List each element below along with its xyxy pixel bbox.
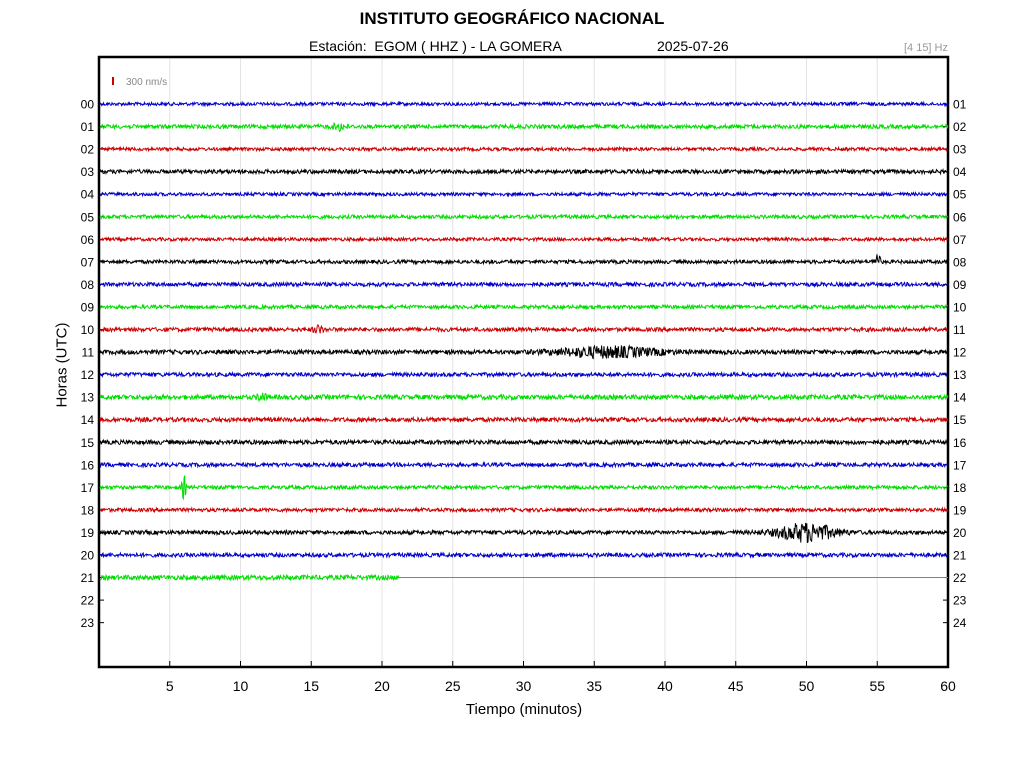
left-hour-label: 14 bbox=[81, 413, 95, 427]
left-hour-label: 00 bbox=[81, 98, 95, 112]
trace-hour-21 bbox=[99, 573, 400, 582]
left-hour-label: 22 bbox=[81, 594, 95, 608]
right-hour-label: 15 bbox=[953, 413, 967, 427]
date-label: 2025-07-26 bbox=[657, 38, 729, 54]
trace-hour-10 bbox=[99, 324, 949, 334]
right-hour-label: 02 bbox=[953, 120, 967, 134]
x-tick-label: 60 bbox=[940, 678, 956, 694]
right-hour-label: 14 bbox=[953, 391, 967, 405]
left-hour-label: 08 bbox=[81, 278, 95, 292]
trace-hour-05 bbox=[99, 213, 949, 221]
trace-hour-11 bbox=[99, 343, 949, 360]
x-tick-label: 25 bbox=[445, 678, 461, 694]
left-hour-label: 05 bbox=[81, 210, 95, 224]
left-hour-label: 01 bbox=[81, 120, 95, 134]
left-hour-label: 17 bbox=[81, 481, 95, 495]
trace-hour-06 bbox=[99, 235, 949, 243]
x-tick-label: 55 bbox=[869, 678, 885, 694]
left-hour-label: 09 bbox=[81, 300, 95, 314]
right-hour-label: 06 bbox=[953, 210, 967, 224]
right-hour-label: 05 bbox=[953, 188, 967, 202]
trace-hour-15 bbox=[99, 438, 949, 447]
right-hour-label: 09 bbox=[953, 278, 967, 292]
station-label: Estación: EGOM ( HHZ ) - LA GOMERA bbox=[309, 38, 562, 54]
trace-hour-08 bbox=[99, 280, 949, 289]
trace-hour-04 bbox=[99, 190, 948, 198]
x-tick-label: 20 bbox=[374, 678, 390, 694]
left-hour-label: 03 bbox=[81, 165, 95, 179]
trace-hour-16 bbox=[99, 460, 949, 469]
trace-hour-18 bbox=[99, 506, 949, 514]
scale-bar-label: 300 nm/s bbox=[126, 77, 167, 88]
left-hour-label: 06 bbox=[81, 233, 95, 247]
left-hour-label: 10 bbox=[81, 323, 95, 337]
trace-hour-02 bbox=[99, 145, 949, 153]
right-hour-label: 16 bbox=[953, 436, 967, 450]
x-tick-label: 5 bbox=[166, 678, 174, 694]
left-hour-label: 20 bbox=[81, 549, 95, 563]
right-hour-label: 07 bbox=[953, 233, 967, 247]
right-hour-label: 04 bbox=[953, 165, 967, 179]
x-tick-label: 50 bbox=[799, 678, 815, 694]
right-hour-label: 18 bbox=[953, 481, 967, 495]
trace-hour-00 bbox=[99, 100, 949, 108]
left-hour-label: 16 bbox=[81, 458, 95, 472]
right-hour-label: 17 bbox=[953, 458, 967, 472]
trace-hour-09 bbox=[99, 303, 948, 311]
trace-hour-13 bbox=[99, 392, 949, 403]
right-hour-label: 10 bbox=[953, 300, 967, 314]
right-hour-label: 08 bbox=[953, 255, 967, 269]
trace-hour-14 bbox=[99, 415, 949, 424]
x-tick-label: 10 bbox=[233, 678, 249, 694]
trace-hour-03 bbox=[99, 167, 949, 176]
left-hour-label: 02 bbox=[81, 143, 95, 157]
frequency-band-label: [4 15] Hz bbox=[903, 42, 948, 54]
x-axis-label: Tiempo (minutos) bbox=[465, 701, 583, 718]
trace-hour-17 bbox=[99, 475, 949, 501]
left-hour-label: 18 bbox=[81, 503, 95, 517]
x-tick-label: 30 bbox=[516, 678, 532, 694]
trace-hour-07 bbox=[99, 254, 948, 266]
trace-hour-01 bbox=[99, 122, 949, 133]
right-hour-label: 24 bbox=[953, 616, 967, 630]
right-hour-label: 22 bbox=[953, 571, 967, 585]
right-hour-label: 23 bbox=[953, 594, 967, 608]
right-hour-label: 03 bbox=[953, 143, 967, 157]
trace-hour-20 bbox=[99, 551, 949, 559]
left-hour-label: 19 bbox=[81, 526, 95, 540]
x-tick-label: 15 bbox=[303, 678, 319, 694]
x-tick-label: 35 bbox=[586, 678, 602, 694]
left-hour-label: 11 bbox=[82, 346, 95, 360]
trace-hour-12 bbox=[99, 370, 949, 379]
x-tick-label: 45 bbox=[728, 678, 744, 694]
right-hour-label: 19 bbox=[953, 503, 967, 517]
left-hour-label: 23 bbox=[81, 616, 95, 630]
page-title: INSTITUTO GEOGRÁFICO NACIONAL bbox=[359, 9, 665, 28]
right-hour-label: 21 bbox=[953, 549, 967, 563]
right-hour-label: 20 bbox=[953, 526, 967, 540]
left-hour-label: 12 bbox=[81, 368, 95, 382]
right-hour-label: 11 bbox=[953, 323, 966, 337]
trace-hour-19 bbox=[99, 522, 948, 544]
x-tick-label: 40 bbox=[657, 678, 673, 694]
left-hour-label: 13 bbox=[81, 391, 95, 405]
right-hour-label: 01 bbox=[953, 98, 967, 112]
left-hour-label: 15 bbox=[81, 436, 95, 450]
left-hour-label: 21 bbox=[81, 571, 95, 585]
right-hour-label: 12 bbox=[953, 346, 967, 360]
left-hour-label: 04 bbox=[81, 188, 95, 202]
left-hour-label: 07 bbox=[81, 255, 95, 269]
right-hour-label: 13 bbox=[953, 368, 967, 382]
